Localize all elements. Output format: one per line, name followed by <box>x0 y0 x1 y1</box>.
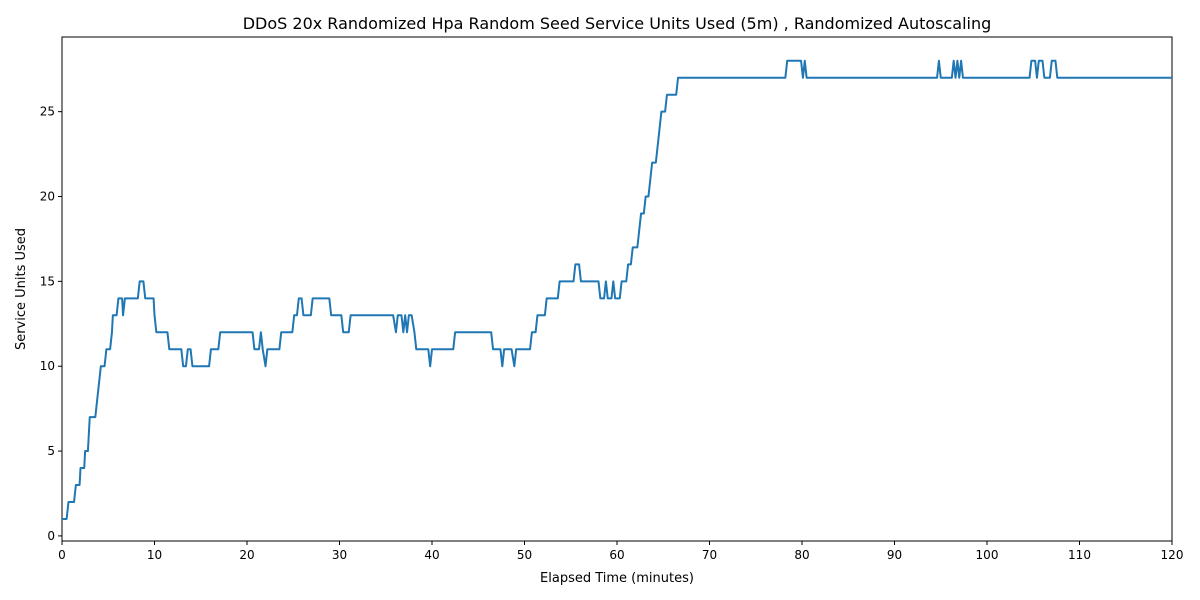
data-line <box>62 59 1172 520</box>
x-tick-label: 100 <box>976 548 999 562</box>
y-axis-label: Service Units Used <box>14 228 29 350</box>
y-tick-label: 5 <box>47 444 55 458</box>
x-tick-label: 120 <box>1161 548 1184 562</box>
y-tick-label: 0 <box>47 529 55 543</box>
x-tick-label: 20 <box>239 548 254 562</box>
x-tick-label: 90 <box>887 548 902 562</box>
y-tick-label: 10 <box>40 359 55 373</box>
x-tick-label: 30 <box>332 548 347 562</box>
x-tick-label: 110 <box>1068 548 1091 562</box>
x-tick-label: 80 <box>794 548 809 562</box>
x-tick-label: 10 <box>147 548 162 562</box>
y-tick-label: 25 <box>40 105 55 119</box>
x-tick-label: 0 <box>58 548 66 562</box>
y-tick-label: 15 <box>40 274 55 288</box>
plot-frame <box>61 36 1173 542</box>
x-tick-label: 50 <box>517 548 532 562</box>
x-tick-label: 60 <box>609 548 624 562</box>
x-axis-label: Elapsed Time (minutes) <box>540 571 694 586</box>
chart-title: DDoS 20x Randomized Hpa Random Seed Serv… <box>243 14 992 33</box>
y-tick-label: 20 <box>40 190 55 204</box>
x-tick-label: 40 <box>424 548 439 562</box>
x-tick-label: 70 <box>702 548 717 562</box>
